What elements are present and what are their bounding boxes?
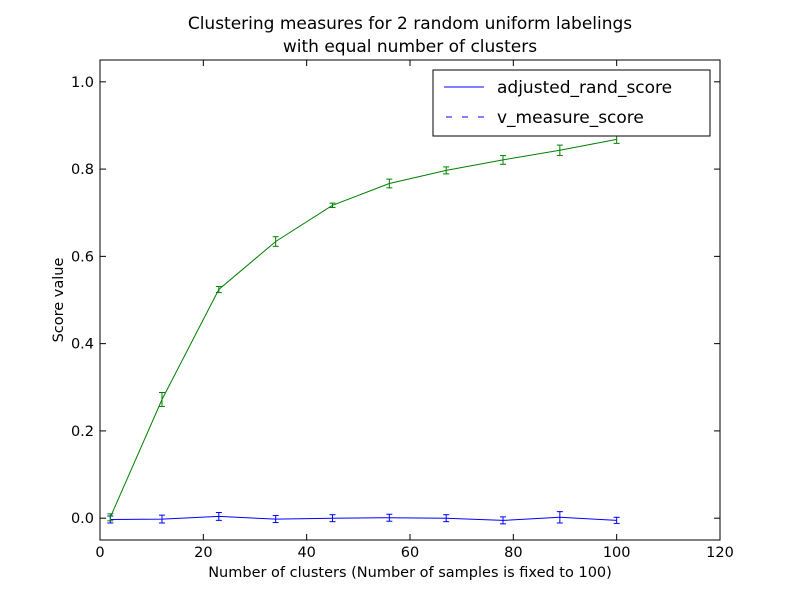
y-tick-label: 1.0 xyxy=(71,75,94,91)
y-tick-label: 0.4 xyxy=(71,337,94,353)
error-bar xyxy=(613,516,620,524)
y-axis-label: Score value xyxy=(51,258,67,343)
error-bar xyxy=(386,178,393,189)
legend: adjusted_rand_score v_measure_score xyxy=(432,69,711,137)
legend-label-adjusted-rand: adjusted_rand_score xyxy=(497,78,672,98)
error-bar xyxy=(556,511,563,524)
y-tick-label: 0.8 xyxy=(71,162,94,178)
error-bar xyxy=(159,514,165,524)
error-bar xyxy=(443,166,450,175)
error-bar xyxy=(215,285,222,294)
legend-box xyxy=(432,69,711,137)
x-tick-label: 80 xyxy=(504,545,522,561)
error-bar xyxy=(500,516,506,525)
error-bar xyxy=(556,144,563,157)
x-tick-label: 100 xyxy=(603,545,631,561)
x-tick-label: 0 xyxy=(95,545,104,561)
error-bar xyxy=(500,155,506,165)
x-tick-label: 40 xyxy=(297,545,315,561)
chart-title-line2: with equal number of clusters xyxy=(283,37,537,57)
error-bar xyxy=(329,202,336,208)
error-bar xyxy=(329,514,336,523)
series-line-v-measure-score xyxy=(109,138,617,518)
plot-frame xyxy=(99,59,721,541)
x-axis-label: Number of clusters (Number of samples is… xyxy=(208,565,612,581)
error-bar xyxy=(272,236,279,247)
series-layer xyxy=(107,134,620,525)
x-tick-label: 60 xyxy=(401,545,419,561)
error-bar xyxy=(215,512,222,521)
chart-title-line1: Clustering measures for 2 random uniform… xyxy=(188,14,632,34)
y-tick-label: 0.0 xyxy=(71,511,94,527)
x-tick-label: 20 xyxy=(194,545,212,561)
error-bar xyxy=(107,513,114,522)
axis-ticks: 0 20 40 60 80 100 120 0.0 0.2 0.4 0.6 0.8 1.0 xyxy=(71,60,734,561)
series-line-adjusted-rand-score xyxy=(110,515,617,521)
legend-label-v-measure: v_measure_score xyxy=(497,108,644,128)
error-bar xyxy=(443,514,450,523)
error-bar xyxy=(272,515,279,524)
error-bar xyxy=(386,513,393,522)
x-tick-label: 120 xyxy=(706,545,734,561)
y-tick-label: 0.6 xyxy=(71,249,94,265)
y-tick-label: 0.2 xyxy=(71,424,94,440)
error-bar xyxy=(159,392,165,407)
